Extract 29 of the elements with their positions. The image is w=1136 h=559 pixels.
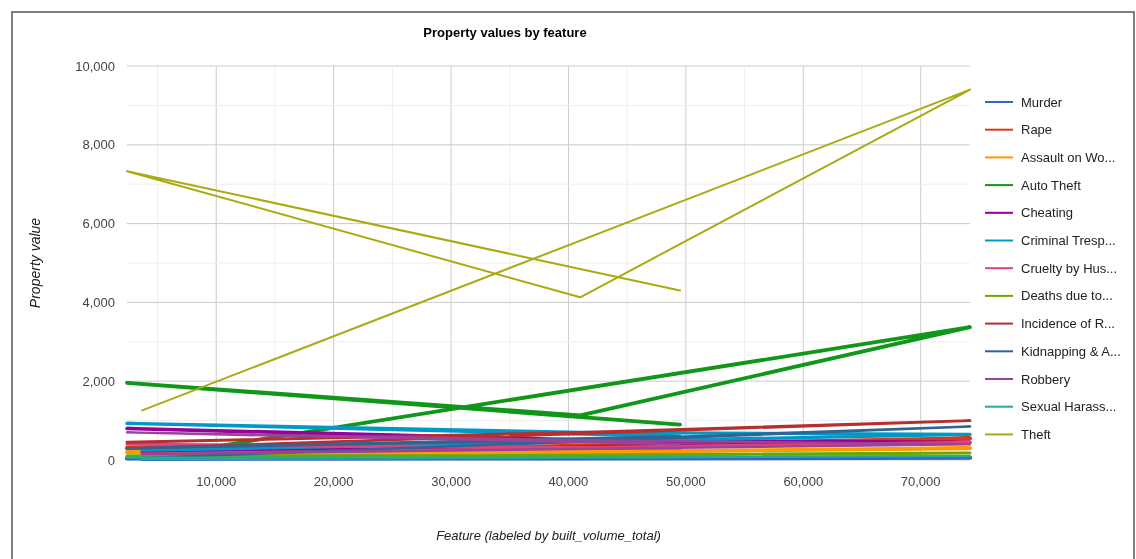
x-tick-label: 30,000 <box>431 474 471 489</box>
legend-label: Kidnapping & A... <box>1021 343 1121 359</box>
x-tick-label: 40,000 <box>548 474 589 489</box>
legend-label: Deaths due to... <box>1021 288 1113 304</box>
y-tick-label: 0 <box>107 452 115 468</box>
y-tick-label: 4,000 <box>82 294 115 310</box>
legend-label: Incidence of R... <box>1021 316 1115 332</box>
legend-label: Cruelty by Hus... <box>1021 260 1118 276</box>
y-tick-label: 8,000 <box>82 137 115 153</box>
x-tick-label: 10,000 <box>196 474 237 489</box>
legend-label: Auto Theft <box>1021 177 1082 193</box>
y-tick-label: 6,000 <box>82 216 115 232</box>
legend-label: Theft <box>1021 426 1052 442</box>
legend-label: Murder <box>1021 94 1063 110</box>
legend-label: Criminal Tresp... <box>1021 233 1116 249</box>
legend-label: Sexual Harass... <box>1021 399 1117 415</box>
legend-label: Robbery <box>1021 371 1071 387</box>
x-tick-label: 50,000 <box>665 474 706 489</box>
legend-label: Assault on Wo... <box>1021 149 1116 165</box>
x-tick-label: 20,000 <box>313 474 354 489</box>
chart-title: Property values by feature <box>423 25 587 40</box>
x-axis-title: Feature (labeled by built_volume_total) <box>436 528 661 543</box>
x-tick-label: 60,000 <box>783 474 824 489</box>
y-tick-label: 2,000 <box>82 373 115 389</box>
legend-label: Cheating <box>1021 205 1074 221</box>
y-tick-label: 10,000 <box>75 58 115 74</box>
x-tick-label: 70,000 <box>900 474 941 489</box>
y-axis-title: Property value <box>27 217 43 309</box>
legend-label: Rape <box>1021 122 1053 138</box>
